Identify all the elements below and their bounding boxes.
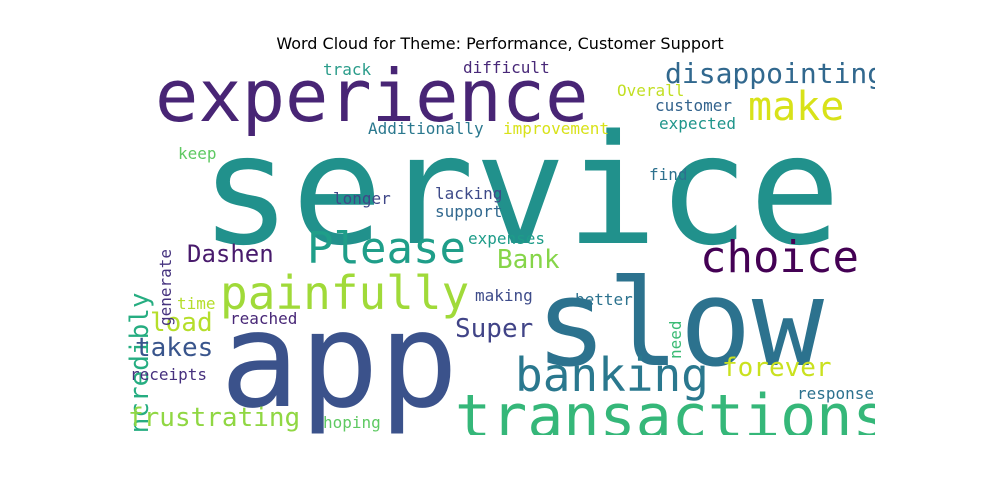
word-cloud-word: better (575, 290, 633, 309)
word-cloud-word: transactions (455, 382, 875, 435)
word-cloud-word: making (475, 286, 533, 305)
word-cloud-word: response (797, 384, 875, 403)
word-cloud-word: service (200, 102, 841, 279)
word-cloud-word: expected (659, 114, 737, 133)
word-cloud-word: receipts (130, 365, 208, 384)
word-cloud-word: Additionally (368, 119, 484, 138)
word-cloud: service slow app experience transactions bank… (125, 60, 875, 435)
word-cloud-word: takes (135, 333, 214, 363)
word-cloud-word: customer (655, 96, 733, 115)
word-cloud-word: keep (178, 144, 217, 163)
word-cloud-word: difficult (463, 60, 550, 77)
word-cloud-word: find (649, 165, 688, 184)
word-cloud-word: expenses (468, 229, 546, 248)
word-cloud-word: frustrating (128, 403, 301, 433)
word-cloud-word: generate (156, 248, 175, 326)
word-cloud-word: app (220, 284, 459, 435)
word-cloud-word: experience (155, 60, 589, 138)
word-cloud-word: load (150, 308, 213, 338)
word-cloud-word: painfully (220, 266, 470, 320)
word-cloud-word: disappointing (665, 60, 875, 90)
word-cloud-word: Dashen (187, 240, 274, 268)
word-cloud-word: reached (230, 309, 298, 328)
word-cloud-word: Please (307, 223, 466, 274)
word-cloud-word: lacking (435, 184, 503, 203)
word-cloud-word: slow (535, 255, 824, 394)
word-cloud-word: choice (700, 232, 859, 283)
word-cloud-word: make (748, 84, 845, 130)
word-cloud-word: improvement (503, 119, 609, 138)
word-cloud-word: Overall (617, 81, 685, 100)
word-cloud-word: track (323, 60, 372, 79)
word-cloud-word: Bank (497, 245, 560, 275)
word-cloud-word: need (666, 320, 685, 359)
word-cloud-word: forever (722, 353, 832, 383)
word-cloud-word: banking (515, 348, 709, 402)
chart-title: Word Cloud for Theme: Performance, Custo… (276, 34, 724, 53)
word-cloud-word: support (435, 202, 503, 221)
word-cloud-word: Super (455, 314, 534, 344)
word-cloud-word: longer (333, 189, 391, 208)
word-cloud-word: hoping (323, 413, 381, 432)
word-cloud-word: time (177, 294, 216, 313)
